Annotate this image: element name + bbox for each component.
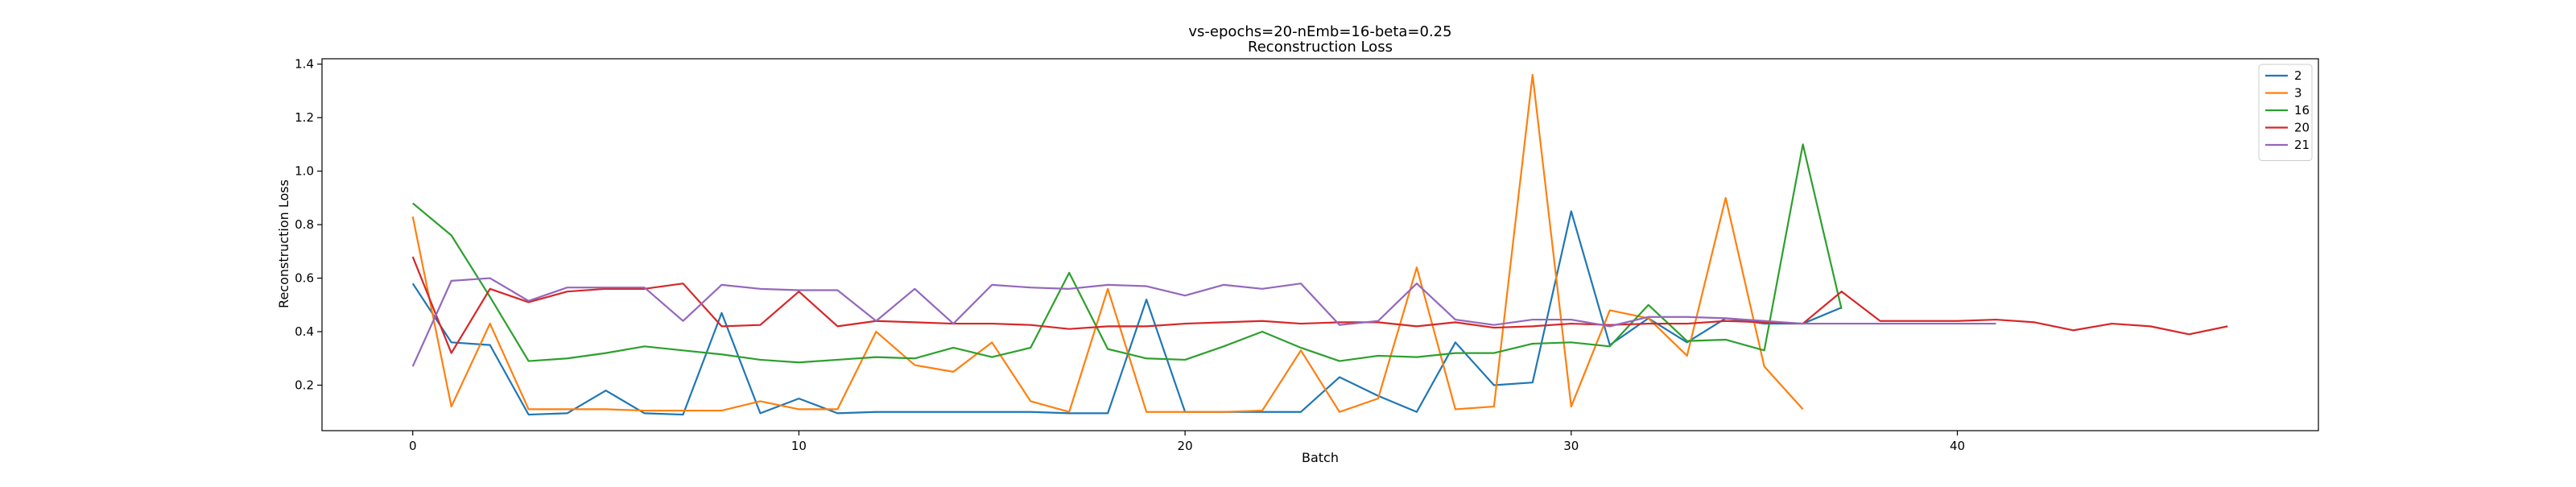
series-line-20 [411,256,2228,354]
y-tick-label: 1.2 [295,110,314,125]
y-tick-label: 0.6 [295,271,314,286]
legend: 2 3 16 20 21 [2258,64,2313,161]
series-line-2 [411,210,1843,416]
x-tick-label: 40 [1950,439,1965,453]
series-line-3 [411,73,1804,413]
y-axis-label: Reconstruction Loss [276,180,291,308]
series-layer [411,73,2228,416]
y-tick-label: 0.2 [295,378,314,392]
x-tick-label: 0 [409,439,417,453]
x-axis-label: Batch [1302,450,1339,465]
x-tick-label: 30 [1563,439,1579,453]
x-tick-label: 10 [791,439,807,453]
x-axis-ticks: 0 10 20 30 40 [409,431,1965,453]
y-tick-label: 0.4 [295,324,314,339]
legend-label: 21 [2294,138,2310,152]
plot-area-frame [321,58,2319,431]
legend-label: 16 [2294,103,2310,118]
y-tick-label: 0.8 [295,217,314,232]
y-axis-ticks: 0.2 0.4 0.6 0.8 1.0 1.2 1.4 [295,57,322,392]
chart-subtitle: Reconstruction Loss [1248,39,1393,56]
legend-label: 2 [2294,68,2302,83]
chart-title: vs-epochs=20-nEmb=16-beta=0.25 [1188,23,1451,40]
series-line-16 [412,143,1843,364]
legend-box [2258,64,2313,161]
series-line-21 [411,277,1996,367]
x-tick-label: 20 [1178,439,1193,453]
legend-label: 3 [2294,86,2302,101]
legend-label: 20 [2294,121,2310,135]
y-tick-label: 1.4 [295,57,314,72]
y-tick-label: 1.0 [295,164,314,179]
